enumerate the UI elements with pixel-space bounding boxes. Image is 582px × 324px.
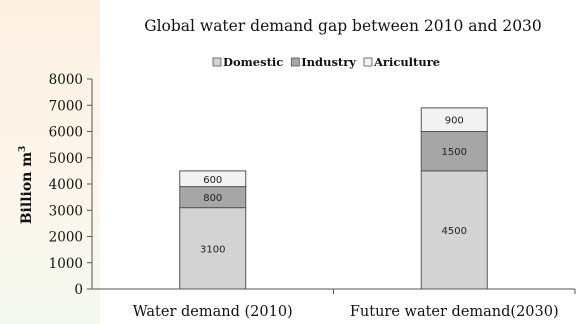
y-tick-label: 4000 bbox=[49, 177, 83, 193]
legend-swatch bbox=[290, 57, 300, 67]
data-label: 600 bbox=[203, 175, 222, 186]
legend-swatch bbox=[212, 57, 222, 67]
legend-swatch bbox=[363, 57, 373, 67]
x-category-label: Water demand (2010) bbox=[133, 304, 293, 320]
data-label: 3100 bbox=[200, 244, 225, 255]
page-background-tint bbox=[0, 0, 100, 324]
y-tick-label: 8000 bbox=[49, 72, 83, 88]
bar-segment-domestic bbox=[179, 207, 247, 290]
chart-legend: Domestic Industry Ariculture bbox=[212, 55, 440, 69]
chart-axes: 0 1000 2000 3000 4000 5000 6000 7000 8000 Water d… bbox=[49, 72, 576, 320]
y-tick-label: 1000 bbox=[49, 256, 83, 272]
y-axis-label: Billion m3 bbox=[18, 146, 35, 225]
bar-segment-industry bbox=[420, 131, 488, 172]
data-label: 900 bbox=[445, 116, 464, 127]
data-label: 4500 bbox=[442, 226, 467, 237]
y-tick-label: 0 bbox=[74, 282, 83, 298]
data-label: 1500 bbox=[442, 147, 467, 158]
x-category-label: Future water demand(2030) bbox=[350, 304, 559, 320]
bar-segment-domestic bbox=[420, 170, 488, 290]
y-tick-label: 7000 bbox=[49, 98, 83, 114]
y-tick-label: 3000 bbox=[49, 203, 83, 219]
bar-segment-ariculture bbox=[179, 170, 247, 188]
legend-label: Domestic bbox=[223, 55, 283, 69]
legend-label: Ariculture bbox=[373, 55, 440, 69]
y-tick-label: 6000 bbox=[49, 125, 83, 141]
chart-title: Global water demand gap between 2010 and… bbox=[144, 17, 542, 35]
y-tick-label: 2000 bbox=[49, 230, 83, 246]
bar-segment-ariculture bbox=[420, 107, 488, 132]
chart-bars: 3100 800 600 4500 1500 900 bbox=[179, 107, 488, 290]
data-label: 800 bbox=[203, 193, 222, 204]
legend-label: Industry bbox=[301, 55, 356, 69]
y-tick-label: 5000 bbox=[49, 151, 83, 167]
